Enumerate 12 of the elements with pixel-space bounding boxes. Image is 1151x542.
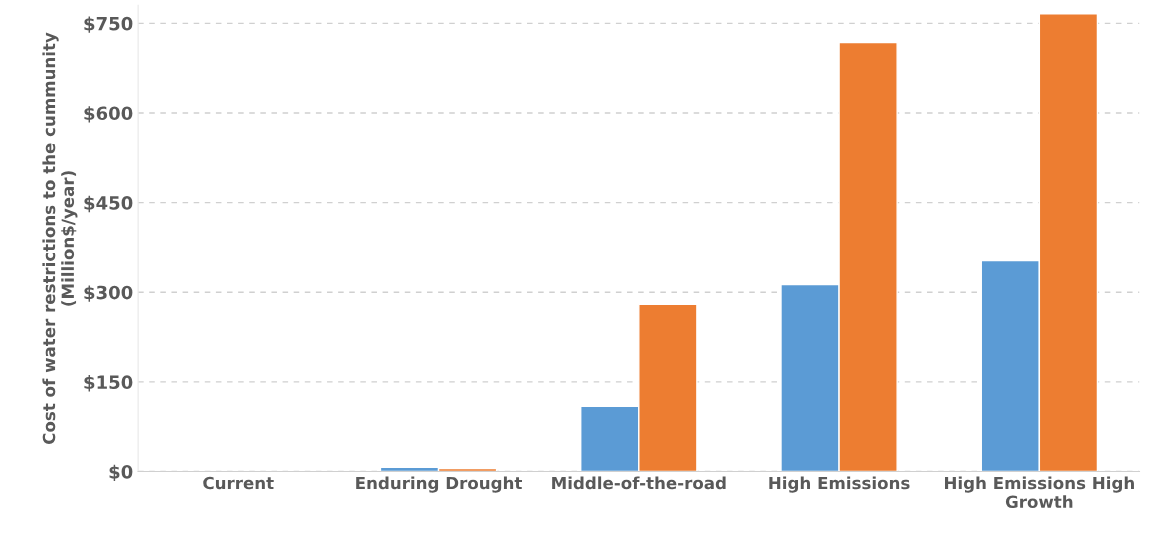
x-tick-label: Middle-of-the-road: [552, 476, 726, 490]
y-tick-label: $600: [84, 106, 133, 123]
x-tick-label: High Emissions High Growth: [945, 476, 1134, 509]
y-tick-label: $0: [109, 464, 133, 482]
y-tick-label: $450: [84, 195, 133, 213]
y-tick-label: $150: [84, 375, 133, 392]
x-tick-label: High Emissions: [769, 476, 910, 493]
y-tick-label: $750: [84, 16, 133, 33]
x-tick-label: Enduring Drought: [356, 476, 523, 493]
x-tick-label: Current: [203, 476, 274, 490]
y-axis-title: Cost of water restrictions to the cummunity (Million$/year): [42, 32, 78, 444]
y-tick-label: $300: [84, 285, 133, 302]
